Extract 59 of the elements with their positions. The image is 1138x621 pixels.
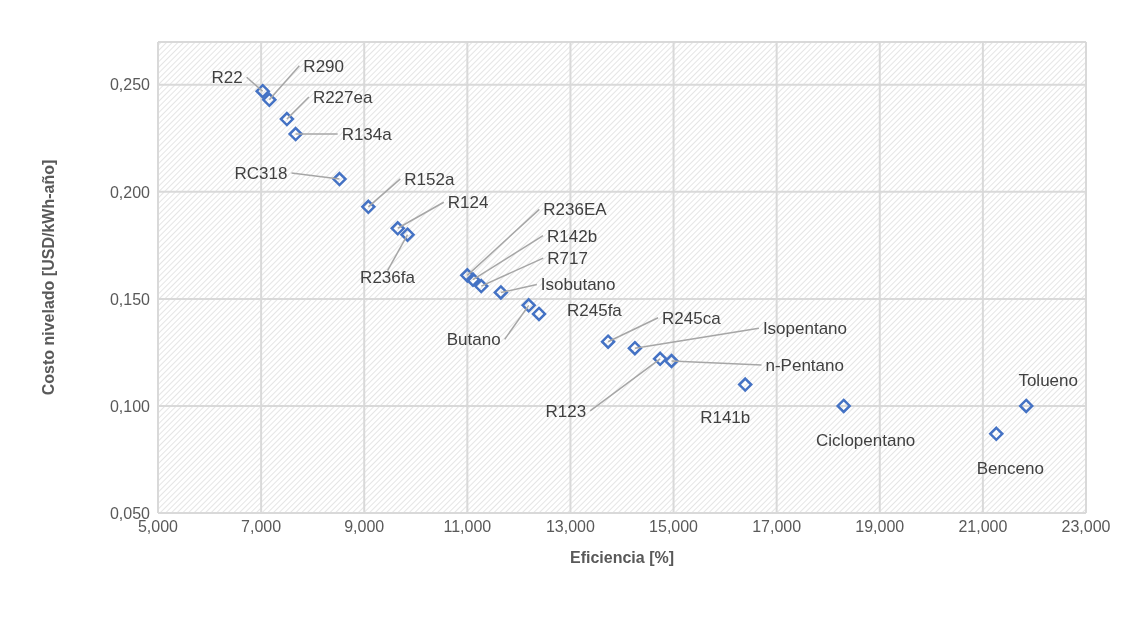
annotation: Butano [446,330,501,350]
annotation: R123 [545,401,587,421]
point [465,272,481,287]
point [989,426,1004,442]
annotation: Benceno [976,458,1044,478]
point [493,285,509,300]
point [1018,398,1034,414]
x-tick-label: 17,000 [752,518,802,536]
annotation: R290 [303,56,344,76]
y-tick-label: 0,200 [109,183,151,201]
x-tick-label: 9,000 [344,518,385,536]
y-tick-label: 0,150 [109,290,151,308]
x-tick-label: 11,000 [443,518,492,536]
point [288,126,303,142]
y-tick-label: 0,250 [109,76,151,94]
point [400,227,415,242]
annotation: R245ca [662,308,722,328]
point [627,340,643,356]
point [390,221,405,236]
x-tick-label: 7,000 [241,518,282,536]
point [836,398,851,414]
x-tick-label: 23,000 [1061,518,1111,536]
annotation: R152a [404,169,455,189]
annotation: R236EA [543,200,608,220]
annotation: R245fa [567,300,623,320]
point [521,298,536,313]
point [332,171,347,187]
point [255,83,270,99]
point [737,377,753,392]
point [361,199,376,215]
annotation: n-Pentano [765,356,844,375]
point [652,351,668,367]
y-axis-title: Costo nivelado [USD/kWh-año] [39,159,57,396]
x-tick-label: 21,000 [958,518,1008,536]
x-tick-label: 15,000 [649,518,699,536]
annotation: R227ea [312,88,373,108]
annotation: R236fa [360,267,416,287]
point [279,111,295,127]
point [664,353,679,369]
point [474,278,489,294]
annotation: Isopentano [762,319,848,339]
x-axis-title: Eficiencia [%] [569,549,675,566]
y-tick-label: 0,100 [109,397,151,415]
point [460,268,475,283]
annotation: Ciclopentano [816,430,916,450]
x-tick-label: 19,000 [855,518,905,536]
annotation: R124 [447,193,489,213]
point [262,92,277,108]
x-tick-label: 13,000 [545,518,596,536]
annotation: RC318 [234,164,288,184]
annotation: R134a [341,125,393,145]
annotation: Isobutano [540,275,616,295]
annotation: R141b [700,407,751,427]
point [600,334,616,349]
annotation: R142b [547,226,598,246]
annotation: Tolueno [1018,370,1078,390]
annotation: R22 [211,68,243,88]
point [531,306,547,322]
annotation: R717 [547,249,588,269]
